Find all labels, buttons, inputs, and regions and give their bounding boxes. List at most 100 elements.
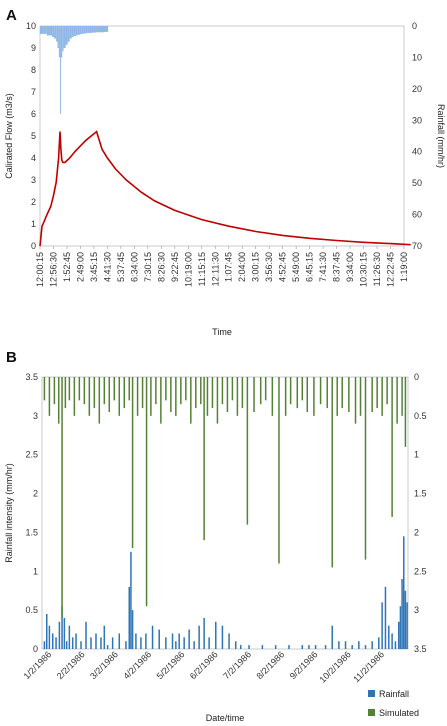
simulated-bar (68, 377, 71, 401)
panel-b-xtick: 9/2/1986 (288, 649, 320, 681)
simulated-bar (43, 377, 46, 401)
simulated-bar (185, 377, 187, 401)
rainfall-bar (85, 26, 88, 34)
rainfall-bar (371, 641, 373, 649)
panel-a-xtick: 1:19:00 (399, 252, 409, 282)
panel-a-y2tick: 10 (412, 52, 422, 62)
panel-b-plot-frame (41, 376, 409, 650)
simulated-bar (175, 377, 177, 416)
rainfall-bar (391, 633, 393, 649)
panel-a-label: A (6, 7, 17, 24)
panel-b-y2tick: 0.5 (414, 411, 427, 421)
rainfall-bar (55, 637, 57, 649)
rainfall-bar (208, 637, 210, 649)
rainfall-bar (118, 633, 121, 649)
rainfall-bar (102, 26, 105, 33)
panel-a-xtick: 3:45:15 (89, 252, 99, 282)
simulated-bar (165, 377, 167, 401)
rainfall-bar (125, 641, 127, 649)
panel-b-ylabel: Rainfall intensity (mm/hr) (4, 463, 14, 563)
simulated-bar (396, 377, 398, 424)
rainfall-bar (288, 645, 290, 649)
simulated-bar (386, 377, 388, 405)
simulated-bar (53, 377, 56, 405)
panel-b-y2tick: 1.5 (414, 489, 427, 499)
rainfall-bar (75, 633, 77, 649)
panel-a-y2tick: 20 (412, 84, 422, 94)
panel-a-y2tick: 70 (412, 241, 422, 251)
rainfall-bar (91, 26, 94, 33)
simulated-bar (331, 377, 333, 568)
panel-a-xlabel: Time (212, 327, 232, 337)
rainfall-bar (60, 26, 63, 58)
simulated-bar (296, 377, 299, 409)
legend-simulated-label: Simulated (379, 708, 419, 718)
panel-a-xtick: 2:04:00 (237, 252, 247, 282)
rainfall-bar (59, 26, 61, 114)
simulated-bar (354, 377, 357, 424)
simulated-bar (123, 377, 126, 409)
panel-b-xtick: 3/2/1986 (88, 649, 120, 681)
panel-a-ytick: 2 (31, 197, 36, 207)
panel-b-xtick: 7/2/1986 (221, 649, 253, 681)
rainfall-bar (73, 26, 76, 37)
rainfall-bar (203, 617, 205, 649)
simulated-bar (118, 377, 121, 416)
simulated-bar (259, 377, 262, 405)
panel-a-ytick: 4 (31, 153, 36, 163)
simulated-bar (313, 377, 315, 416)
panel-a-xtick: 7:41:30 (318, 252, 328, 282)
simulated-bar (326, 377, 328, 409)
panel-a-xtick: 10:19:00 (183, 252, 193, 287)
panel-a-y2tick: 0 (412, 21, 417, 31)
legend-simulated-swatch (368, 709, 375, 716)
panel-a-xtick: 9:22:45 (170, 252, 180, 282)
rainfall-bar (301, 645, 304, 649)
rainfall-bar (48, 625, 51, 649)
simulated-bar (206, 377, 209, 416)
panel-b-xtick: 2/2/1986 (55, 649, 87, 681)
rainfall-bar (248, 645, 250, 649)
panel-b-xlabel: Date/time (206, 713, 245, 723)
panel-a-y2tick: 30 (412, 115, 422, 125)
rainfall-bar (388, 625, 390, 649)
rainfall-bar (381, 602, 383, 649)
panel-a-xtick: 5:37:45 (116, 252, 126, 282)
rainfall-bar (58, 621, 61, 649)
rainfall-bar (75, 26, 78, 36)
panel-b-y2tick: 3 (414, 605, 419, 615)
simulated-bar (306, 377, 309, 412)
rainfall-bar (40, 26, 44, 34)
simulated-bar (136, 377, 139, 416)
simulated-bar (103, 377, 106, 405)
panel-b-legend: Rainfall Simulated (368, 689, 419, 718)
simulated-bar (145, 377, 148, 607)
panel-a-xtick: 4:41:30 (102, 252, 112, 282)
panel-b-ytick: 2 (33, 489, 38, 499)
rainfall-bar (45, 614, 48, 649)
rainfall-bar (54, 26, 57, 39)
rainfall-bar (71, 26, 74, 37)
panel-a-xtick: 1:52:45 (62, 252, 72, 282)
rainfall-bar (128, 586, 131, 649)
panel-b-y2tick: 2.5 (414, 566, 427, 576)
rainfall-bar (95, 26, 98, 33)
simulated-bar (211, 377, 214, 409)
panel-a-xtick: 1:07:45 (224, 252, 234, 282)
simulated-bar (195, 377, 197, 409)
panel-a-xtick: 7:30:15 (143, 252, 153, 282)
rainfall-bar (99, 26, 103, 33)
rainfall-bar (308, 645, 310, 649)
simulated-bar (391, 377, 393, 517)
simulated-bar (155, 377, 157, 405)
rainfall-bar (68, 625, 71, 649)
simulated-bar (203, 377, 205, 541)
legend-rainfall-swatch (368, 690, 375, 697)
rainfall-bar (77, 26, 80, 35)
panel-b-xtick: 1/2/1986 (22, 649, 54, 681)
simulated-bar (64, 377, 67, 409)
panel-a-xtick: 3:00:15 (251, 252, 261, 282)
rainfall-bar (404, 590, 407, 649)
simulated-bar (348, 377, 350, 412)
